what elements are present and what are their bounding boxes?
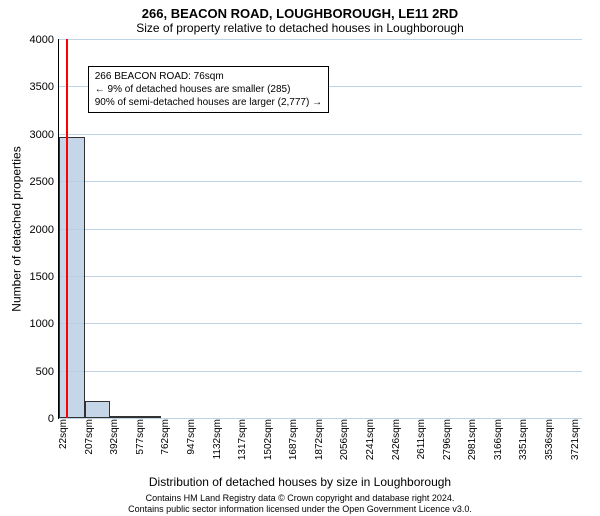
xtick-label: 3351sqm bbox=[518, 419, 529, 460]
xtick-label: 1872sqm bbox=[314, 419, 325, 460]
xtick-label: 2796sqm bbox=[442, 419, 453, 460]
xtick-label: 577sqm bbox=[135, 419, 146, 455]
chart-subtitle: Size of property relative to detached ho… bbox=[0, 21, 600, 39]
xtick-label: 1687sqm bbox=[288, 419, 299, 460]
plot-row: Number of detached properties 0500100015… bbox=[0, 39, 600, 419]
xaxis-label: Distribution of detached houses by size … bbox=[0, 475, 600, 489]
xtick-label: 1132sqm bbox=[212, 419, 223, 459]
ytick-label: 0 bbox=[48, 413, 54, 425]
xtick-label: 947sqm bbox=[186, 419, 197, 455]
xtick-label: 3166sqm bbox=[493, 419, 504, 460]
xtick-label: 762sqm bbox=[160, 419, 171, 455]
gridline bbox=[59, 39, 582, 40]
xtick-label: 22sqm bbox=[58, 419, 69, 449]
xtick-label: 3721sqm bbox=[570, 419, 581, 460]
xtick-label: 2056sqm bbox=[339, 419, 350, 460]
xaxis-ticks: 22sqm 207sqm 392sqm 577sqm 762sqm 947sqm 1132s… bbox=[58, 419, 582, 475]
annotation-box: 266 BEACON ROAD: 76sqm← 9% of detached h… bbox=[88, 66, 329, 113]
yaxis-ticks: 05001000150020002500300035004000 bbox=[18, 39, 58, 419]
xaxis-row: 22sqm 207sqm 392sqm 577sqm 762sqm 947sqm 1132s… bbox=[0, 419, 600, 475]
ytick-label: 1500 bbox=[30, 271, 54, 283]
xtick-label: 2981sqm bbox=[467, 419, 478, 460]
annotation-line: ← 9% of detached houses are smaller (285… bbox=[95, 83, 322, 96]
attribution-line-1: Contains HM Land Registry data © Crown c… bbox=[0, 493, 600, 504]
xtick-label: 1317sqm bbox=[237, 419, 248, 460]
ytick-label: 1000 bbox=[30, 318, 54, 330]
ytick-label: 2500 bbox=[30, 176, 54, 188]
chart-container: 266, BEACON ROAD, LOUGHBOROUGH, LE11 2RD… bbox=[0, 0, 600, 500]
gridline bbox=[59, 134, 582, 135]
attribution-line-2: Contains public sector information licen… bbox=[0, 504, 600, 515]
gridline bbox=[59, 371, 582, 372]
histogram-bar bbox=[59, 137, 85, 418]
plot-area: 266 BEACON ROAD: 76sqm← 9% of detached h… bbox=[58, 39, 582, 419]
gridline bbox=[59, 323, 582, 324]
xtick-label: 2611sqm bbox=[416, 419, 427, 459]
xtick-label: 207sqm bbox=[84, 419, 95, 455]
ytick-label: 500 bbox=[36, 366, 54, 378]
xtick-label: 2426sqm bbox=[391, 419, 402, 460]
annotation-line: 266 BEACON ROAD: 76sqm bbox=[95, 70, 322, 83]
ytick-label: 2000 bbox=[30, 224, 54, 236]
ytick-label: 3000 bbox=[30, 129, 54, 141]
xtick-label: 2241sqm bbox=[365, 419, 376, 460]
histogram-bar bbox=[85, 401, 111, 418]
histogram-bar bbox=[136, 416, 162, 418]
reference-line bbox=[66, 39, 68, 418]
xtick-label: 3536sqm bbox=[544, 419, 555, 460]
ytick-label: 4000 bbox=[30, 34, 54, 46]
gridline bbox=[59, 181, 582, 182]
gridline bbox=[59, 276, 582, 277]
yaxis-label-cell: Number of detached properties bbox=[0, 39, 18, 419]
histogram-bar bbox=[110, 416, 136, 418]
xtick-label: 1502sqm bbox=[263, 419, 274, 460]
chart-title: 266, BEACON ROAD, LOUGHBOROUGH, LE11 2RD bbox=[0, 0, 600, 21]
annotation-line: 90% of semi-detached houses are larger (… bbox=[95, 96, 322, 109]
gridline bbox=[59, 229, 582, 230]
ytick-label: 3500 bbox=[30, 81, 54, 93]
xtick-label: 392sqm bbox=[109, 419, 120, 455]
attribution: Contains HM Land Registry data © Crown c… bbox=[0, 489, 600, 516]
